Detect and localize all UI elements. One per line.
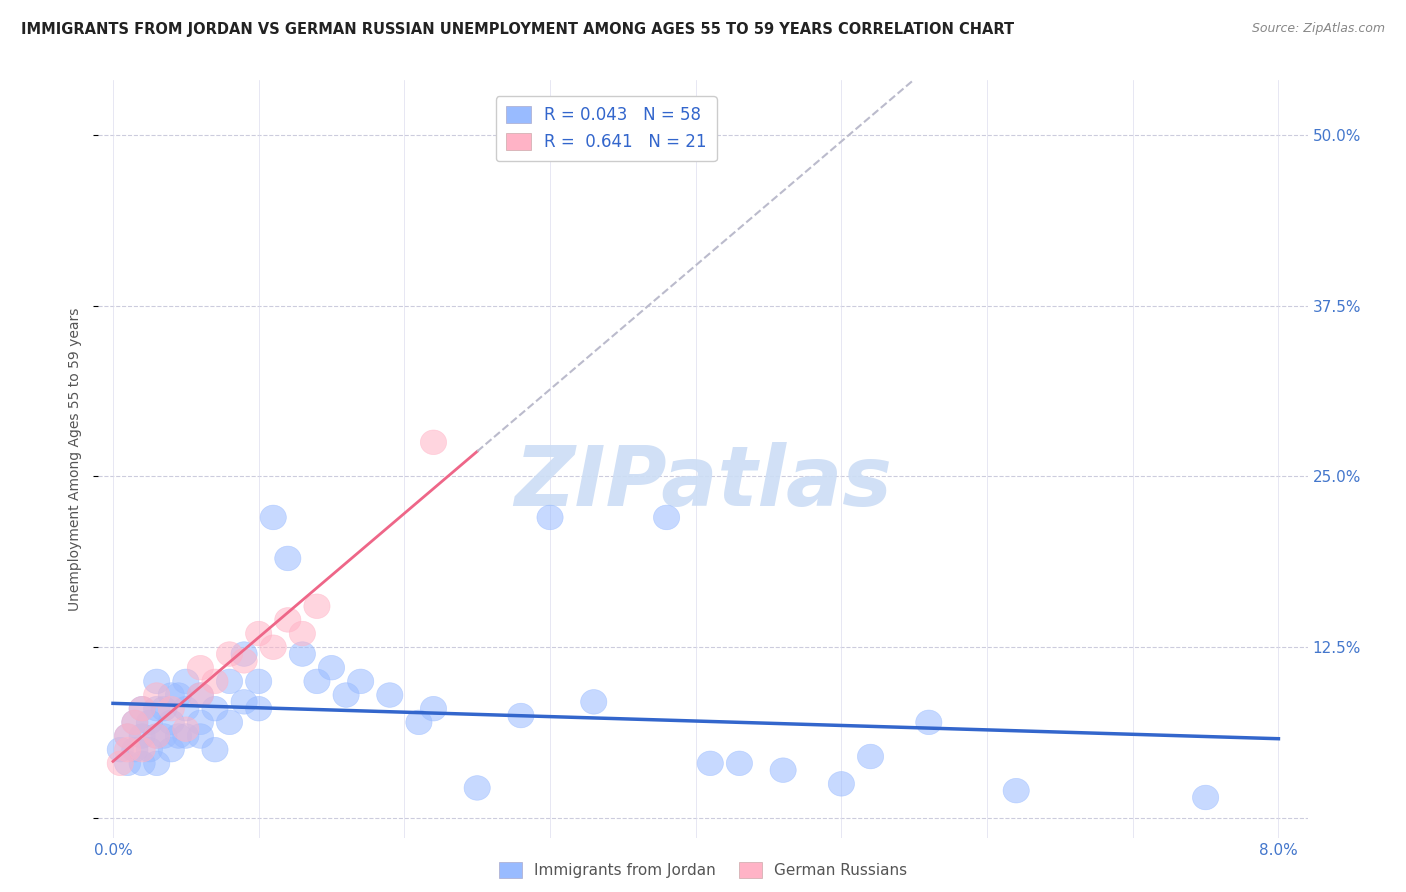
Ellipse shape — [136, 738, 163, 762]
Ellipse shape — [166, 682, 191, 707]
Ellipse shape — [187, 682, 214, 707]
Ellipse shape — [246, 621, 271, 646]
Legend: R = 0.043   N = 58, R =  0.641   N = 21: R = 0.043 N = 58, R = 0.641 N = 21 — [496, 96, 717, 161]
Ellipse shape — [333, 682, 359, 707]
Ellipse shape — [290, 641, 315, 666]
Ellipse shape — [231, 648, 257, 673]
Ellipse shape — [217, 641, 243, 666]
Y-axis label: Unemployment Among Ages 55 to 59 years: Unemployment Among Ages 55 to 59 years — [69, 308, 83, 611]
Ellipse shape — [122, 738, 148, 762]
Ellipse shape — [654, 505, 679, 530]
Ellipse shape — [406, 710, 432, 735]
Ellipse shape — [114, 723, 141, 748]
Ellipse shape — [727, 751, 752, 776]
Ellipse shape — [537, 505, 564, 530]
Ellipse shape — [420, 430, 447, 455]
Ellipse shape — [377, 682, 404, 707]
Ellipse shape — [260, 635, 287, 659]
Ellipse shape — [304, 594, 330, 618]
Ellipse shape — [122, 710, 148, 735]
Ellipse shape — [217, 710, 243, 735]
Ellipse shape — [858, 744, 883, 769]
Ellipse shape — [274, 546, 301, 571]
Ellipse shape — [107, 738, 134, 762]
Ellipse shape — [1002, 779, 1029, 803]
Ellipse shape — [260, 505, 287, 530]
Ellipse shape — [581, 690, 607, 714]
Ellipse shape — [136, 710, 163, 735]
Ellipse shape — [173, 669, 198, 694]
Ellipse shape — [274, 607, 301, 632]
Ellipse shape — [347, 669, 374, 694]
Ellipse shape — [304, 669, 330, 694]
Ellipse shape — [173, 717, 198, 741]
Ellipse shape — [150, 723, 177, 748]
Ellipse shape — [107, 751, 134, 776]
Ellipse shape — [187, 723, 214, 748]
Ellipse shape — [464, 776, 491, 800]
Ellipse shape — [187, 710, 214, 735]
Ellipse shape — [129, 697, 155, 721]
Ellipse shape — [143, 669, 170, 694]
Ellipse shape — [231, 690, 257, 714]
Legend: Immigrants from Jordan, German Russians: Immigrants from Jordan, German Russians — [494, 856, 912, 884]
Ellipse shape — [129, 751, 155, 776]
Ellipse shape — [143, 682, 170, 707]
Ellipse shape — [1192, 785, 1219, 810]
Ellipse shape — [143, 723, 170, 748]
Ellipse shape — [129, 738, 155, 762]
Ellipse shape — [697, 751, 724, 776]
Ellipse shape — [157, 682, 184, 707]
Ellipse shape — [173, 723, 198, 748]
Ellipse shape — [143, 697, 170, 721]
Ellipse shape — [143, 723, 170, 748]
Ellipse shape — [122, 710, 148, 735]
Ellipse shape — [187, 682, 214, 707]
Ellipse shape — [166, 723, 191, 748]
Ellipse shape — [420, 697, 447, 721]
Ellipse shape — [770, 758, 796, 782]
Ellipse shape — [202, 697, 228, 721]
Ellipse shape — [217, 669, 243, 694]
Ellipse shape — [231, 641, 257, 666]
Ellipse shape — [114, 738, 141, 762]
Ellipse shape — [187, 656, 214, 680]
Ellipse shape — [129, 723, 155, 748]
Ellipse shape — [150, 697, 177, 721]
Ellipse shape — [290, 621, 315, 646]
Ellipse shape — [157, 738, 184, 762]
Ellipse shape — [129, 697, 155, 721]
Ellipse shape — [202, 669, 228, 694]
Ellipse shape — [143, 751, 170, 776]
Ellipse shape — [202, 738, 228, 762]
Ellipse shape — [246, 697, 271, 721]
Ellipse shape — [318, 656, 344, 680]
Ellipse shape — [157, 697, 184, 721]
Text: ZIPatlas: ZIPatlas — [515, 442, 891, 523]
Ellipse shape — [508, 703, 534, 728]
Ellipse shape — [915, 710, 942, 735]
Ellipse shape — [173, 697, 198, 721]
Text: IMMIGRANTS FROM JORDAN VS GERMAN RUSSIAN UNEMPLOYMENT AMONG AGES 55 TO 59 YEARS : IMMIGRANTS FROM JORDAN VS GERMAN RUSSIAN… — [21, 22, 1014, 37]
Ellipse shape — [246, 669, 271, 694]
Ellipse shape — [828, 772, 855, 797]
Text: Source: ZipAtlas.com: Source: ZipAtlas.com — [1251, 22, 1385, 36]
Ellipse shape — [114, 723, 141, 748]
Ellipse shape — [114, 751, 141, 776]
Ellipse shape — [157, 710, 184, 735]
